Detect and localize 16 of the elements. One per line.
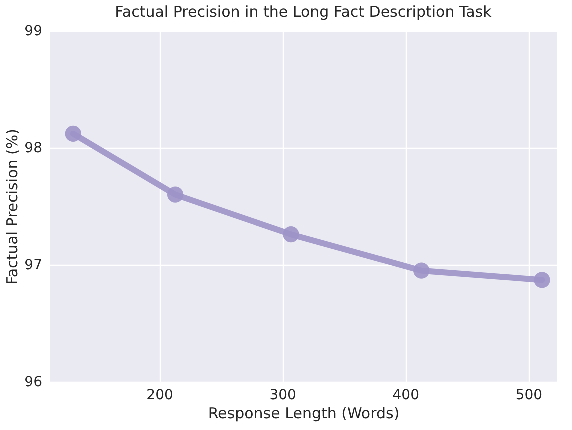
chart-title: Factual Precision in the Long Fact Description Task [115, 3, 492, 21]
x-tick-label: 200 [146, 388, 174, 404]
point [283, 226, 300, 243]
x-tick-label: 500 [516, 388, 543, 404]
x-tick-label: 400 [392, 388, 420, 404]
y-tick-label: 96 [24, 374, 43, 390]
y-tick-label: 99 [24, 24, 42, 40]
y-tick-label: 98 [24, 140, 42, 156]
y-tick-label: 97 [24, 258, 42, 274]
x-tick-label: 300 [270, 388, 296, 404]
point [167, 186, 184, 203]
point [534, 272, 550, 288]
point [65, 126, 82, 142]
x-axis-title: Response Length (Words) [208, 404, 400, 422]
y-axis-title: Factual Precision (%) [4, 129, 22, 285]
point [414, 262, 430, 279]
